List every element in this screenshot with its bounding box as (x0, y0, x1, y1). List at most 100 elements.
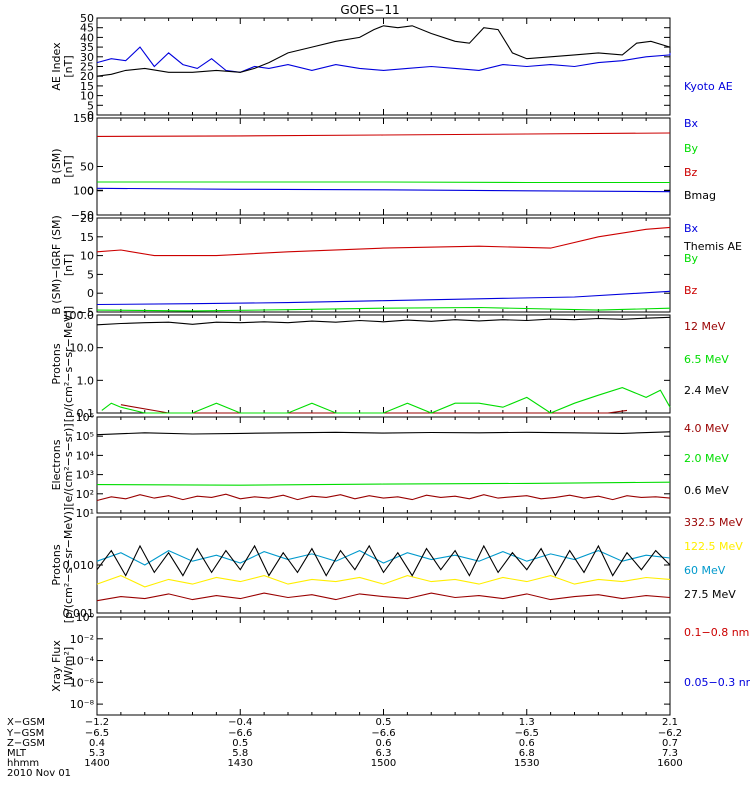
axis-value: −0.4 (228, 717, 252, 728)
legend-label: Bmag (684, 189, 716, 202)
axis-value: 5.3 (89, 748, 105, 759)
y-axis-unit: [nT] (62, 254, 75, 276)
y-axis-unit: [e/(cm²−s−sr)] (62, 423, 75, 506)
y-tick-label: 25 (80, 61, 94, 74)
axis-value: 0.6 (519, 738, 535, 749)
axis-value: 0.5 (376, 717, 392, 728)
axis-value: 1600 (657, 758, 682, 769)
y-tick-label: 100 (73, 184, 94, 197)
y-tick-label: 10³ (76, 469, 94, 482)
y-axis-label: Protons (50, 544, 63, 585)
axis-value: 1530 (514, 758, 539, 769)
series-line-2-0-mev (96, 481, 671, 486)
legend-label: 122.5 MeV (684, 540, 743, 553)
y-tick-label: 0 (87, 109, 94, 122)
series-line-bz (96, 226, 671, 257)
plot-date: 2010 Nov 01 (7, 768, 71, 779)
y-tick-label: 0.1 (77, 407, 95, 420)
y-tick-label: 10⁶ (76, 411, 95, 424)
legend-label: 2.4 MeV (684, 384, 729, 397)
y-tick-label: −5 (78, 306, 94, 319)
series-line-by (96, 306, 671, 312)
legend-label: Themis AE (683, 240, 742, 253)
series-line-12-mev (120, 404, 628, 414)
axis-value: 6.8 (519, 748, 535, 759)
axis-value: 0.5 (232, 738, 248, 749)
axis-row-label: X−GSM (7, 717, 45, 728)
y-tick-label: −50 (71, 209, 94, 222)
series-line-0-6-mev (96, 431, 671, 436)
y-tick-label: 10.0 (70, 342, 95, 355)
y-tick-label: 50 (80, 161, 94, 174)
y-tick-label: 10² (76, 488, 94, 501)
legend-label: Bz (684, 166, 698, 179)
y-tick-label: 0.010 (63, 559, 95, 572)
legend-label: Kyoto AE (684, 80, 733, 93)
axis-value: 1.3 (519, 717, 535, 728)
y-tick-label: 10⁵ (76, 430, 94, 443)
panel-electrons: 10¹ 10² 10³ 10⁴ 10⁵ 10⁶ Electrons [e/(cm²−s−sr)… (50, 411, 729, 520)
axis-value: 6.3 (376, 748, 392, 759)
axis-row-label: MLT (7, 748, 27, 759)
axis-value: 0.6 (376, 738, 392, 749)
legend-label: By (684, 142, 699, 155)
y-tick-label: 30 (80, 51, 94, 64)
legend-label: 60 MeV (684, 564, 726, 577)
legend-label: By (684, 252, 699, 265)
axis-value: −6.5 (515, 728, 539, 739)
y-tick-label: 0.001 (63, 607, 95, 620)
panel-bsm: −50 0 50 100 150 B (SM) [nT] Bx By Bz Bmag (50, 112, 716, 222)
y-axis-unit: [nT] (62, 55, 75, 77)
legend-label: 27.5 MeV (684, 588, 736, 601)
y-tick-label: 40 (80, 31, 94, 44)
y-tick-label: 10⁴ (76, 449, 95, 462)
y-tick-label: 20 (80, 212, 94, 225)
y-tick-label: 100.0 (63, 309, 95, 322)
series-line-by (97, 181, 670, 184)
legend-label: 6.5 MeV (684, 353, 729, 366)
axis-value: 0.4 (89, 738, 105, 749)
series-line-332-5-mev (96, 592, 671, 602)
y-tick-label: 45 (80, 22, 94, 35)
y-axis-unit: [p/(cm²−s−sr−MeV)] (62, 507, 75, 623)
panel-frame (96, 314, 671, 414)
y-tick-label: 10 (80, 90, 94, 103)
y-tick-label: 0 (87, 287, 94, 300)
axis-value: −6.5 (85, 728, 109, 739)
legend-label: 12 MeV (684, 320, 726, 333)
y-tick-label: 10⁻² (70, 633, 94, 646)
y-tick-label: 10¹ (76, 507, 94, 520)
y-tick-label: 5 (87, 268, 94, 281)
axis-value: 2.1 (662, 717, 678, 728)
y-tick-label: 10⁻⁸ (70, 698, 95, 711)
axis-row-label: Y−GSM (6, 728, 44, 739)
y-tick-label: 15 (80, 80, 94, 93)
y-axis-label: Protons (50, 343, 63, 384)
y-axis-label: AE Index (50, 42, 63, 91)
y-tick-label: 35 (80, 41, 94, 54)
legend-label: 4.0 MeV (684, 422, 729, 435)
y-tick-label: 1.0 (77, 374, 95, 387)
y-tick-label: 20 (80, 70, 94, 83)
y-tick-label: 10⁻⁴ (70, 655, 95, 668)
y-axis-unit: [p/(cm²−s−sr−MeV)] (62, 306, 75, 422)
series-line-themis-ae (96, 25, 671, 77)
axis-value: 1500 (371, 758, 396, 769)
legend-label: 0.1−0.8 nm (684, 626, 749, 639)
panel-frame (96, 516, 671, 614)
panel-frame (96, 17, 671, 116)
y-axis-label: Xray Flux (50, 640, 63, 692)
y-axis-label: Electrons (50, 439, 63, 490)
legend-label: 0.05−0.3 nm (684, 676, 750, 689)
panel-frame (96, 117, 671, 216)
panel-frame (96, 616, 671, 716)
y-tick-label: 150 (73, 112, 94, 125)
axis-value: 0.7 (662, 738, 678, 749)
legend-label: 332.5 MeV (684, 516, 743, 529)
series-line-bx (96, 290, 671, 306)
orbit-axis-table: X−GSMY−GSMZ−GSMMLThhmm−1.2−6.50.45.31400… (6, 717, 683, 779)
